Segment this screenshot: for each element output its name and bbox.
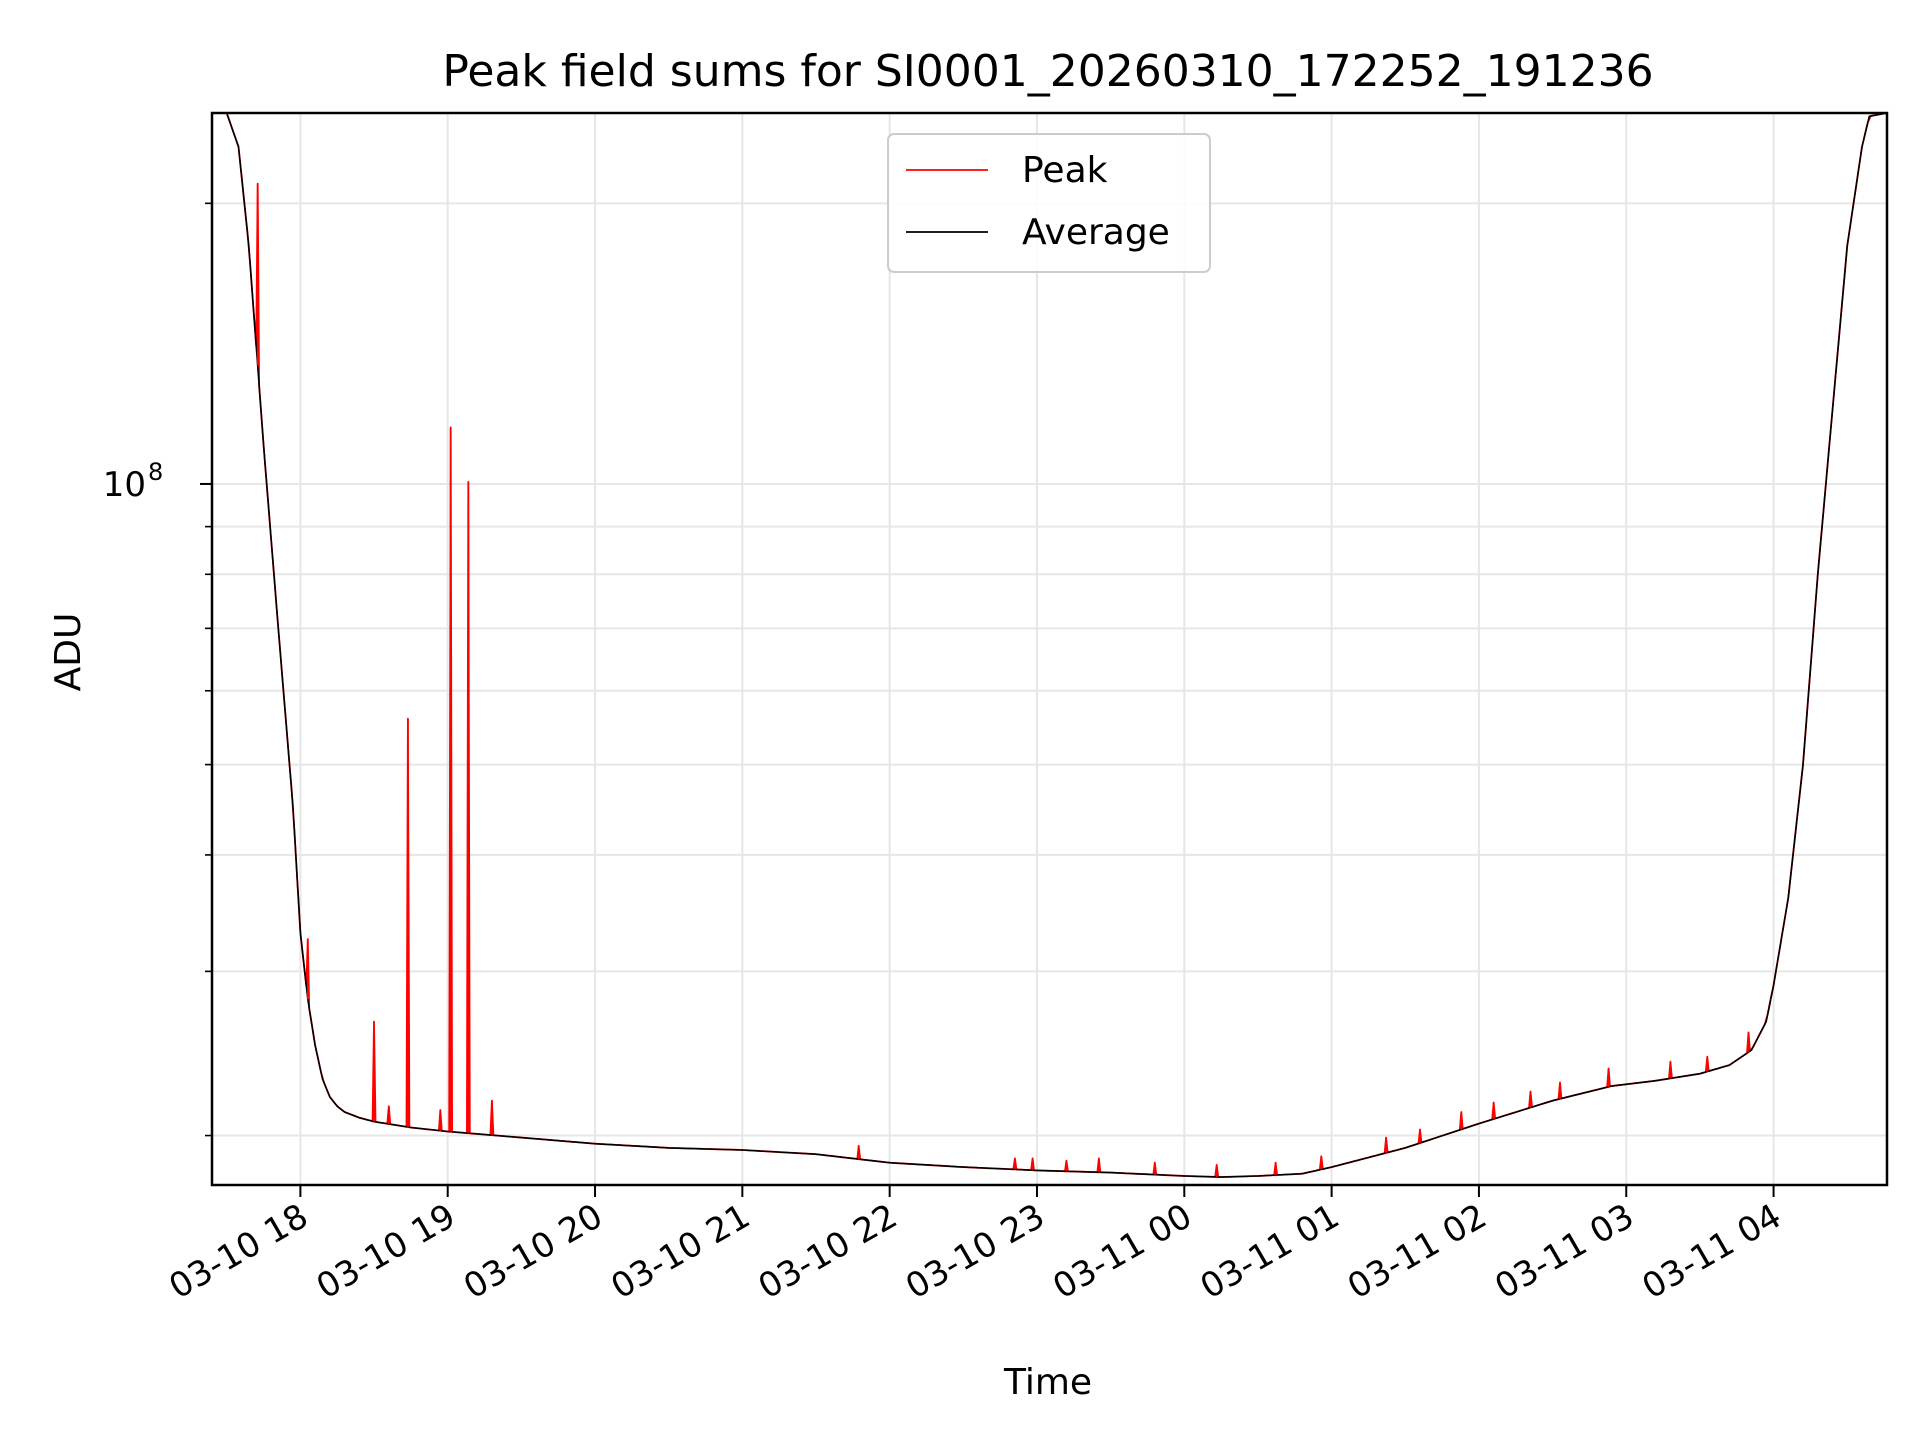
chart-title: Peak field sums for SI0001_20260310_1722… [442,46,1653,97]
series-average-line [212,112,1888,1178]
legend-frame [887,133,1211,273]
x-axis-label: Time [1003,1362,1092,1403]
grid [212,113,1887,1185]
legend-peak-label: Peak [1022,150,1108,191]
y-axis-label: ADU [48,613,89,692]
y-tick-label-exponent: 8 [148,458,163,486]
y-tick-label: 10 [103,465,146,505]
plot-series [212,112,1888,1178]
plot-frame [210,111,1889,1187]
legend: Peak Average [887,133,1211,273]
legend-average-label: Average [1022,212,1170,253]
